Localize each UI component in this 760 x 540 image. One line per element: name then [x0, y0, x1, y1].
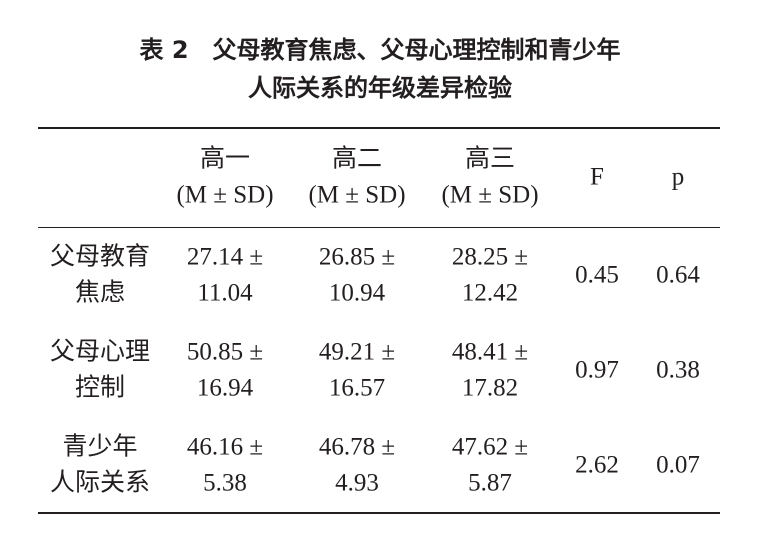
table-cell: 49.21 ±: [318, 338, 396, 366]
row-label: 控制: [74, 374, 126, 402]
table-cell: 4.93: [335, 469, 379, 497]
column-header: (M ± SD): [176, 181, 274, 209]
column-header: 高二: [331, 145, 383, 173]
table-title: 人际关系的年级差异检验: [248, 74, 512, 102]
row-label: 人际关系: [49, 469, 151, 497]
table-cell: 16.94: [196, 374, 254, 402]
table-cell: 46.16 ±: [186, 433, 264, 461]
row-label: 青少年: [62, 433, 138, 461]
table-cell: 50.85 ±: [186, 338, 264, 366]
table-cell: 10.94: [328, 279, 386, 307]
table-cell: 17.82: [461, 374, 519, 402]
top-rule: [38, 127, 720, 129]
table-cell: 48.41 ±: [451, 338, 529, 366]
column-header: p: [671, 163, 685, 191]
table-cell: 0.97: [575, 356, 619, 384]
column-header: (M ± SD): [441, 181, 539, 209]
table-cell: 11.04: [197, 279, 253, 307]
column-header: (M ± SD): [308, 181, 406, 209]
column-header: F: [590, 163, 604, 191]
table-cell: 5.38: [203, 469, 247, 497]
bottom-rule: [38, 512, 720, 514]
row-label: 父母心理: [49, 338, 151, 366]
column-header: 高三: [464, 145, 516, 173]
row-label: 焦虑: [74, 279, 126, 307]
table-cell: 16.57: [328, 374, 386, 402]
table-cell: 47.62 ±: [451, 433, 529, 461]
table-cell: 28.25 ±: [451, 243, 529, 271]
table-cell: 0.38: [656, 356, 700, 384]
column-header: 高一: [199, 145, 251, 173]
table-cell: 0.07: [656, 451, 700, 479]
table-cell: 2.62: [575, 451, 619, 479]
table-cell: 27.14 ±: [186, 243, 264, 271]
table-title: 表 2 父母教育焦虑、父母心理控制和青少年: [139, 36, 621, 64]
table-cell: 0.45: [575, 261, 619, 289]
row-label: 父母教育: [49, 243, 151, 271]
table-cell: 5.87: [468, 469, 512, 497]
table-cell: 12.42: [461, 279, 519, 307]
header-rule: [38, 227, 720, 228]
table-cell: 26.85 ±: [318, 243, 396, 271]
table-cell: 46.78 ±: [318, 433, 396, 461]
table-cell: 0.64: [656, 261, 700, 289]
